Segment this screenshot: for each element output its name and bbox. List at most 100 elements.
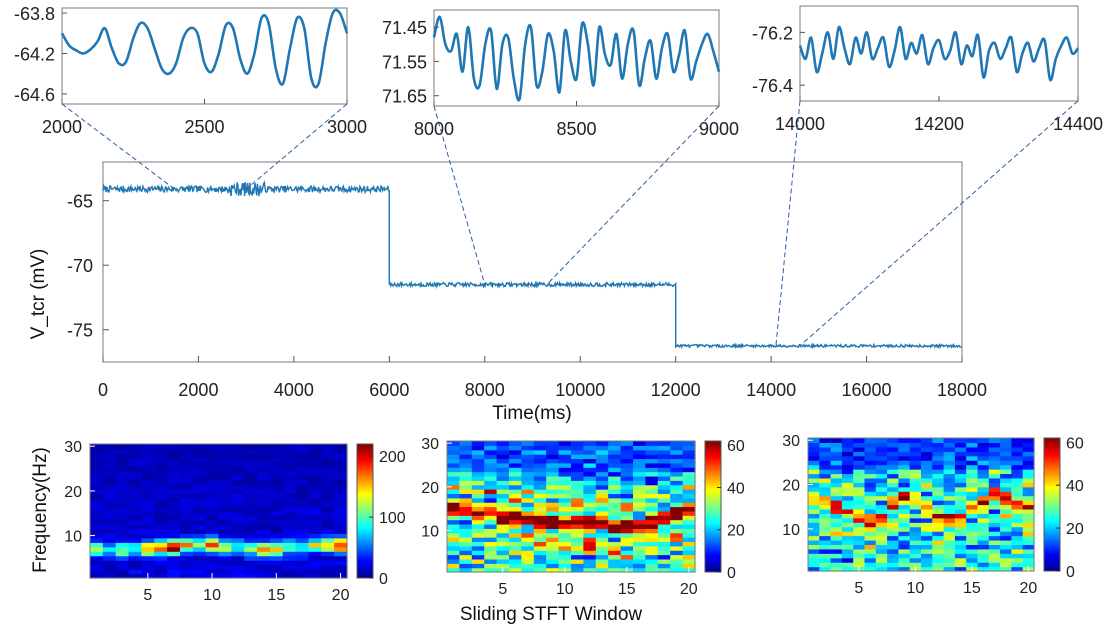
heatmap-cell	[546, 502, 560, 508]
heatmap-cell	[921, 504, 933, 510]
heatmap-cell	[447, 471, 460, 477]
heatmap-cell	[484, 545, 498, 551]
heatmap-cell	[988, 522, 1001, 528]
heatmap-cell	[447, 523, 460, 529]
heatmap-cell	[244, 457, 258, 463]
heatmap-cell	[447, 502, 460, 508]
heatmap-cell	[179, 560, 194, 566]
heatmap-cell	[244, 551, 258, 557]
heatmap-cell	[633, 458, 646, 464]
heatmap-cell	[682, 528, 696, 534]
zoom3-trace-line	[798, 25, 1080, 82]
heatmap-cell	[179, 470, 194, 476]
heatmap-cell	[447, 441, 460, 446]
heatmap-cell	[257, 511, 271, 517]
heatmap-cell	[898, 544, 911, 550]
heatmap-cell	[921, 486, 933, 492]
heatmap-cell	[898, 566, 911, 572]
heatmap-cell	[115, 475, 130, 481]
heatmap-cell	[977, 451, 990, 457]
heatmap-cell	[471, 475, 485, 481]
heatmap-cell	[1000, 491, 1012, 497]
heatmap-cell	[141, 524, 155, 530]
heatmap-cell	[218, 546, 232, 552]
heatmap-cell	[102, 448, 117, 454]
heatmap-cell	[192, 511, 207, 517]
heatmap-cell	[102, 484, 117, 490]
heatmap-cell	[645, 484, 659, 490]
heatmap-cell	[167, 564, 181, 570]
heatmap-cell	[657, 532, 671, 538]
heatmap-cell	[571, 441, 584, 446]
heatmap-cell	[943, 477, 956, 483]
heatmap-cell	[334, 493, 348, 499]
heatmap-cell	[533, 519, 547, 525]
heatmap-cell	[167, 537, 181, 543]
heatmap-cell	[546, 515, 560, 521]
heatmap-cell	[977, 486, 990, 492]
heatmap-cell	[282, 573, 297, 579]
heatmap-cell	[620, 471, 634, 477]
heatmap-cell	[459, 489, 473, 494]
heatmap-cell	[471, 528, 485, 534]
heatmap-cell	[257, 569, 271, 575]
heatmap-cell	[1000, 500, 1012, 506]
heatmap-cell	[447, 519, 460, 525]
heatmap-cell	[943, 438, 956, 444]
heatmap-cell	[595, 480, 609, 486]
heatmap-cell	[921, 455, 933, 461]
heatmap-cell	[447, 515, 460, 521]
heatmap-cell	[988, 491, 1001, 497]
heatmap-cell	[921, 557, 933, 563]
heatmap-cell	[853, 548, 866, 554]
heatmap-cell	[633, 441, 646, 446]
heatmap-cell	[231, 546, 245, 552]
heatmap-cell	[334, 551, 348, 557]
heatmap-cell	[321, 506, 335, 512]
heatmap-cell	[670, 471, 684, 477]
heatmap-cell	[819, 539, 832, 545]
heatmap-cell	[154, 452, 168, 458]
heatmap-cell	[231, 573, 245, 579]
heatmap-cell	[459, 441, 473, 446]
heatmap-cell	[1022, 522, 1035, 528]
connector-line	[546, 105, 720, 285]
heatmap-cell	[308, 524, 322, 530]
heatmap-cell	[192, 546, 207, 552]
heatmap-cell	[943, 513, 956, 519]
heatmap-cell	[179, 475, 194, 481]
heatmap-cell	[830, 553, 843, 559]
heatmap-cell	[90, 479, 104, 485]
heatmap-cell	[115, 448, 130, 454]
heatmap-cell	[633, 515, 646, 521]
heatmap-cell	[509, 515, 522, 521]
heatmap-cell	[620, 510, 634, 516]
heatmap-cell	[459, 519, 473, 525]
heatmap-cell	[295, 488, 310, 494]
heatmap-cell	[558, 506, 572, 512]
heatmap-cell	[1011, 517, 1024, 523]
heatmap-cell	[205, 457, 220, 463]
heatmap-cell	[141, 560, 155, 566]
heatmap-cell	[645, 502, 659, 508]
heatmap-cell	[257, 488, 271, 494]
heatmap-cell	[943, 460, 956, 466]
heatmap-cell	[308, 484, 322, 490]
x-tick-label: 2000	[178, 380, 218, 400]
heatmap-cell	[546, 467, 560, 473]
heatmap-cell	[447, 563, 460, 569]
heatmap-cell	[909, 548, 922, 554]
heatmap-cell	[830, 442, 843, 448]
heatmap-cell	[459, 550, 473, 556]
heatmap-cell	[321, 546, 335, 552]
colorbar-tick-label: 40	[1066, 478, 1084, 495]
heatmap-cell	[558, 541, 572, 547]
heatmap-cell	[231, 506, 245, 512]
heatmap-cell	[633, 545, 646, 551]
zoom1-trace-line	[60, 8, 349, 89]
heatmap-cell	[595, 441, 609, 446]
y-tick-label: 20	[782, 478, 800, 495]
heatmap-cell	[154, 528, 168, 534]
heatmap-cell	[1000, 438, 1012, 444]
heatmap-cell	[608, 550, 622, 556]
